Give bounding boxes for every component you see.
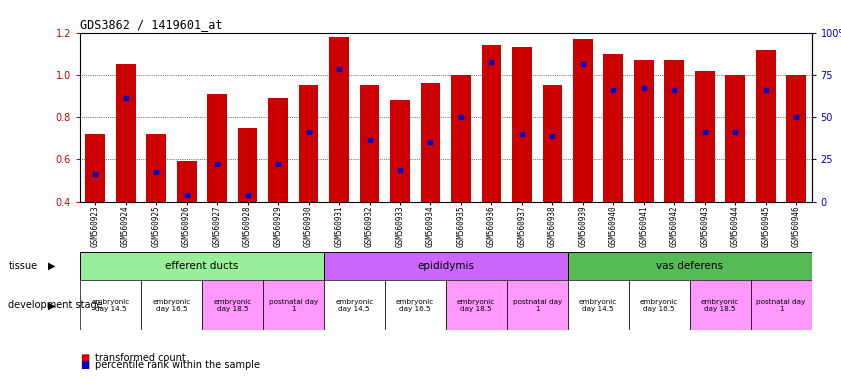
Text: development stage: development stage: [8, 300, 103, 310]
Bar: [140, 280, 202, 330]
Bar: [360, 86, 379, 202]
Text: transformed count: transformed count: [95, 353, 186, 363]
Bar: [634, 60, 653, 202]
Bar: [573, 39, 593, 202]
Bar: [329, 37, 349, 202]
Bar: [202, 280, 262, 330]
Bar: [146, 134, 166, 202]
Text: postnatal day
1: postnatal day 1: [756, 299, 806, 312]
Text: ▶: ▶: [48, 261, 56, 271]
Text: epididymis: epididymis: [417, 261, 474, 271]
Bar: [446, 280, 506, 330]
Text: ■: ■: [80, 353, 89, 363]
Bar: [726, 75, 745, 202]
Text: embryonic
day 18.5: embryonic day 18.5: [214, 299, 251, 312]
Bar: [116, 64, 135, 202]
Bar: [390, 100, 410, 202]
Bar: [628, 280, 690, 330]
Bar: [80, 280, 140, 330]
Bar: [420, 83, 441, 202]
Bar: [690, 280, 750, 330]
Bar: [750, 280, 812, 330]
Bar: [299, 86, 319, 202]
Bar: [786, 75, 807, 202]
Text: embryonic
day 14.5: embryonic day 14.5: [336, 299, 373, 312]
Text: ■: ■: [80, 360, 89, 370]
Text: ▶: ▶: [48, 300, 56, 310]
Bar: [542, 86, 563, 202]
Bar: [384, 280, 446, 330]
Bar: [451, 75, 471, 202]
Bar: [512, 47, 532, 202]
Bar: [568, 252, 812, 280]
Bar: [664, 60, 685, 202]
Bar: [207, 94, 227, 202]
Text: embryonic
day 14.5: embryonic day 14.5: [92, 299, 130, 312]
Text: embryonic
day 16.5: embryonic day 16.5: [640, 299, 678, 312]
Text: tissue: tissue: [8, 261, 38, 271]
Text: postnatal day
1: postnatal day 1: [512, 299, 562, 312]
Bar: [506, 280, 568, 330]
Text: embryonic
day 14.5: embryonic day 14.5: [579, 299, 617, 312]
Text: embryonic
day 16.5: embryonic day 16.5: [152, 299, 190, 312]
Text: postnatal day
1: postnatal day 1: [268, 299, 318, 312]
Bar: [80, 252, 324, 280]
Bar: [324, 280, 384, 330]
Bar: [177, 162, 197, 202]
Bar: [85, 134, 105, 202]
Bar: [568, 280, 628, 330]
Bar: [262, 280, 324, 330]
Bar: [238, 127, 257, 202]
Text: vas deferens: vas deferens: [656, 261, 723, 271]
Bar: [482, 45, 501, 202]
Text: efferent ducts: efferent ducts: [165, 261, 239, 271]
Text: embryonic
day 16.5: embryonic day 16.5: [396, 299, 434, 312]
Bar: [324, 252, 568, 280]
Text: percentile rank within the sample: percentile rank within the sample: [95, 360, 260, 370]
Bar: [695, 71, 715, 202]
Bar: [268, 98, 288, 202]
Text: GDS3862 / 1419601_at: GDS3862 / 1419601_at: [80, 18, 222, 31]
Text: embryonic
day 18.5: embryonic day 18.5: [458, 299, 495, 312]
Bar: [756, 50, 775, 202]
Bar: [604, 54, 623, 202]
Text: embryonic
day 18.5: embryonic day 18.5: [701, 299, 739, 312]
